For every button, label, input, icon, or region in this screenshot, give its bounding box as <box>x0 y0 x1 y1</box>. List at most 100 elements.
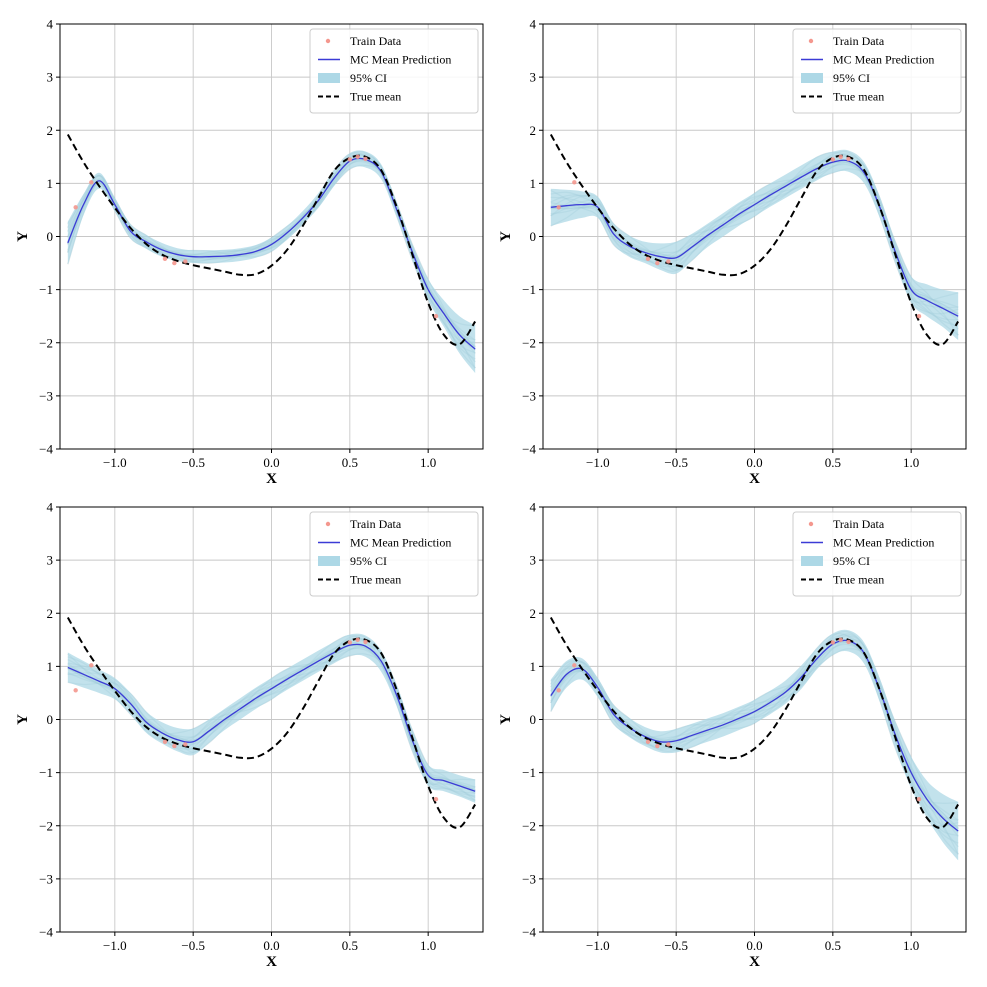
train-point <box>666 742 671 747</box>
legend-box <box>792 511 962 597</box>
x-axis-label: X <box>266 954 277 970</box>
y-tick-label: 2 <box>530 606 537 621</box>
y-tick-label: −3 <box>39 388 53 403</box>
y-tick-label: 3 <box>47 553 54 568</box>
train-points <box>556 637 922 802</box>
train-point <box>645 256 651 262</box>
legend-label: Train Data <box>350 517 402 531</box>
legend-ci-swatch <box>801 556 823 566</box>
legend-label: 95% CI <box>833 71 870 85</box>
train-point <box>183 742 188 747</box>
y-tick-label: 4 <box>530 17 537 32</box>
y-tick-label: 3 <box>530 70 537 85</box>
train-points <box>73 154 439 319</box>
train-point <box>838 637 843 643</box>
train-point <box>916 313 922 319</box>
y-axis-label: Y <box>498 714 514 725</box>
true-mean-line <box>549 134 960 346</box>
x-tick-label: 0.0 <box>263 455 279 470</box>
y-tick-label: −4 <box>522 442 536 457</box>
train-point <box>830 157 836 162</box>
y-tick-label: −2 <box>522 818 536 833</box>
true-mean-line <box>549 617 960 829</box>
y-axis-label: Y <box>15 231 31 242</box>
x-tick-label: 1.0 <box>903 455 919 470</box>
y-tick-label: −2 <box>522 335 536 350</box>
mc-mean-line <box>550 159 959 317</box>
y-tick-label: −3 <box>522 388 536 403</box>
legend-label: MC Mean Prediction <box>350 536 451 550</box>
train-point <box>846 156 851 162</box>
x-tick-label: 0.5 <box>342 455 358 470</box>
train-point <box>846 639 851 645</box>
x-tick-label: 0.0 <box>746 455 762 470</box>
train-point <box>73 688 78 693</box>
train-point <box>572 180 577 185</box>
y-tick-label: 2 <box>47 606 54 621</box>
x-axis-label: X <box>749 954 760 970</box>
mc-mean-line <box>67 157 476 350</box>
x-tick-label: 0.5 <box>342 938 358 953</box>
x-tick-label: 1.0 <box>420 938 436 953</box>
y-tick-label: −2 <box>39 335 53 350</box>
legend-ci-swatch <box>318 556 340 566</box>
train-point <box>433 313 439 319</box>
y-tick-label: −1 <box>39 282 53 297</box>
x-tick-label: −1.0 <box>103 938 127 953</box>
legend-label: True mean <box>350 90 401 104</box>
legend-label: True mean <box>833 90 884 104</box>
x-tick-label: −0.5 <box>664 938 688 953</box>
x-tick-label: 0.0 <box>746 938 762 953</box>
y-tick-label: −3 <box>39 871 53 886</box>
legend-train-marker <box>808 38 814 44</box>
y-tick-label: 3 <box>530 553 537 568</box>
legend: Train Data MC Mean Prediction 95% CI True m… <box>792 511 962 597</box>
y-tick-label: −4 <box>39 442 53 457</box>
y-tick-label: 1 <box>47 176 54 191</box>
legend-label: MC Mean Prediction <box>833 536 934 550</box>
x-axis-label: X <box>749 471 760 487</box>
train-point <box>556 688 561 693</box>
train-point <box>830 640 836 645</box>
train-point <box>183 259 188 264</box>
x-tick-label: −1.0 <box>103 455 127 470</box>
train-point <box>433 796 439 802</box>
plot-area <box>66 617 477 829</box>
legend-train-marker <box>808 521 814 527</box>
train-point <box>73 205 78 210</box>
y-tick-label: −4 <box>522 925 536 940</box>
plot-area <box>549 617 960 861</box>
plot-area <box>66 134 477 374</box>
y-tick-label: −4 <box>39 925 53 940</box>
legend-box <box>309 511 479 597</box>
chart-panel-top-left: −1.0 −0.5 0.0 0.5 1.0 −4 −3 −2 −1 0 1 2 3 4 X Y Train Da… <box>15 17 484 487</box>
x-tick-label: −0.5 <box>664 455 688 470</box>
legend-train-marker <box>325 521 331 527</box>
y-tick-label: 0 <box>47 712 54 727</box>
y-tick-label: −3 <box>522 871 536 886</box>
true-mean-line <box>66 134 477 346</box>
x-tick-label: 0.5 <box>825 938 841 953</box>
legend-label: 95% CI <box>350 71 387 85</box>
train-point <box>172 743 177 749</box>
train-point <box>572 663 577 668</box>
train-point <box>162 739 168 745</box>
y-axis-label: Y <box>15 714 31 725</box>
legend-box <box>792 28 962 114</box>
train-point <box>556 205 561 210</box>
true-mean-line <box>66 617 477 829</box>
legend-box <box>309 28 479 114</box>
y-tick-label: −2 <box>39 818 53 833</box>
y-tick-label: 4 <box>530 500 537 515</box>
train-point <box>347 640 353 645</box>
legend: Train Data MC Mean Prediction 95% CI True m… <box>792 28 962 114</box>
train-point <box>363 639 368 645</box>
x-tick-label: −0.5 <box>181 455 205 470</box>
x-tick-label: 0.5 <box>825 455 841 470</box>
legend-label: Train Data <box>350 34 402 48</box>
legend-label: True mean <box>833 573 884 587</box>
legend-label: Train Data <box>833 34 885 48</box>
x-tick-label: 1.0 <box>420 455 436 470</box>
y-tick-label: 2 <box>47 123 54 138</box>
train-point <box>838 154 843 160</box>
